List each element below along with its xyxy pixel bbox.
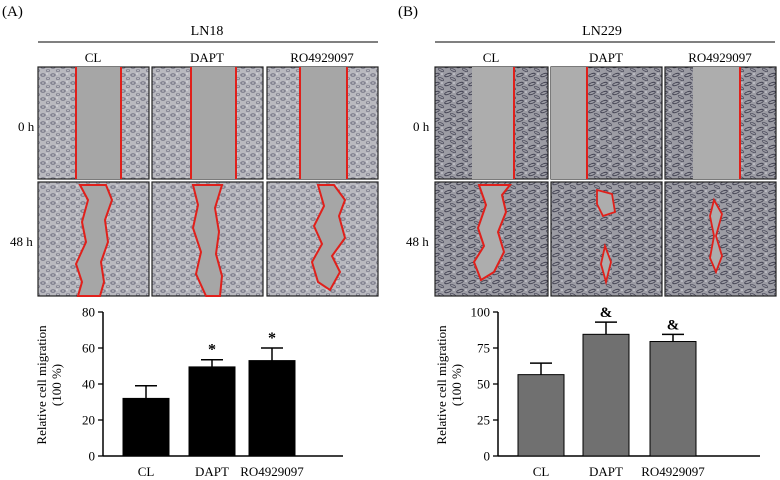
y-tick-label: 100 [471, 305, 491, 320]
micrograph [151, 181, 264, 297]
condition-label: CL [483, 50, 500, 65]
panel-b-column-labels: CL DAPT RO4929097 [483, 50, 753, 65]
y-axis-label-line: Relative cell migration [34, 325, 49, 445]
micrograph [434, 181, 549, 297]
significance-marker: * [268, 330, 276, 347]
panel-a-cell-line: LN18 [191, 24, 224, 39]
x-tick-label: DAPT [195, 464, 229, 479]
condition-label: RO4929097 [688, 50, 752, 65]
y-tick-label: 60 [82, 341, 95, 356]
significance-marker: & [667, 317, 680, 333]
condition-label: DAPT [589, 50, 623, 65]
y-tick-label: 80 [82, 305, 95, 320]
bar [122, 397, 170, 457]
micrograph [37, 66, 150, 180]
panel-a-column-labels: CL DAPT RO4929097 [85, 50, 355, 65]
bar [188, 366, 236, 457]
y-tick-label: 0 [484, 449, 491, 464]
condition-label: CL [85, 50, 102, 65]
micrograph [664, 181, 777, 297]
x-tick-label: RO4929097 [240, 464, 304, 479]
y-tick-label: 0 [89, 449, 96, 464]
y-axis-label: Relative cell migration (100 %) [434, 325, 464, 445]
panel-a-letter: (A) [2, 4, 23, 20]
significance-marker: * [208, 342, 216, 359]
y-axis-label-line: Relative cell migration [434, 325, 449, 445]
row-label-48h: 48 h [10, 234, 33, 249]
micrograph [266, 66, 379, 180]
y-axis-label-line: (100 %) [449, 364, 464, 406]
row-label-0h: 0 h [413, 119, 430, 134]
row-label-0h: 0 h [18, 119, 35, 134]
micrograph [151, 66, 264, 180]
bar [649, 341, 697, 457]
bar [248, 360, 296, 457]
y-tick-label: 50 [477, 377, 490, 392]
panel-b-micrographs [434, 66, 777, 297]
micrograph [434, 66, 549, 180]
y-axis-label-line: (100 %) [49, 364, 64, 406]
y-tick-label: 25 [477, 413, 490, 428]
panel-b-letter: (B) [398, 4, 418, 20]
micrograph [550, 181, 663, 297]
x-tick-label: DAPT [589, 464, 623, 479]
significance-marker: & [600, 305, 613, 321]
chart-panel-a: 0 20 40 60 80 Relative cell migration (100 %) C… [34, 305, 343, 479]
bar [582, 333, 630, 457]
y-tick-label: 75 [477, 341, 490, 356]
condition-label: DAPT [190, 50, 224, 65]
row-label-48h: 48 h [406, 234, 429, 249]
condition-label: RO4929097 [290, 50, 354, 65]
micrograph [550, 66, 663, 180]
micrograph [266, 181, 379, 297]
x-tick-label: RO4929097 [641, 464, 705, 479]
y-tick-label: 40 [82, 377, 95, 392]
micrograph [37, 181, 150, 297]
x-tick-label: CL [138, 464, 155, 479]
chart-panel-b: 0 25 50 75 100 Relative cell migration (100 %)… [434, 305, 760, 479]
panel-a-micrographs [37, 66, 379, 297]
x-tick-label: CL [533, 464, 550, 479]
y-axis-label: Relative cell migration (100 %) [34, 325, 64, 445]
panel-b-cell-line: LN229 [582, 24, 622, 39]
bar [517, 374, 565, 457]
micrograph [664, 66, 777, 180]
y-tick-label: 20 [82, 413, 95, 428]
